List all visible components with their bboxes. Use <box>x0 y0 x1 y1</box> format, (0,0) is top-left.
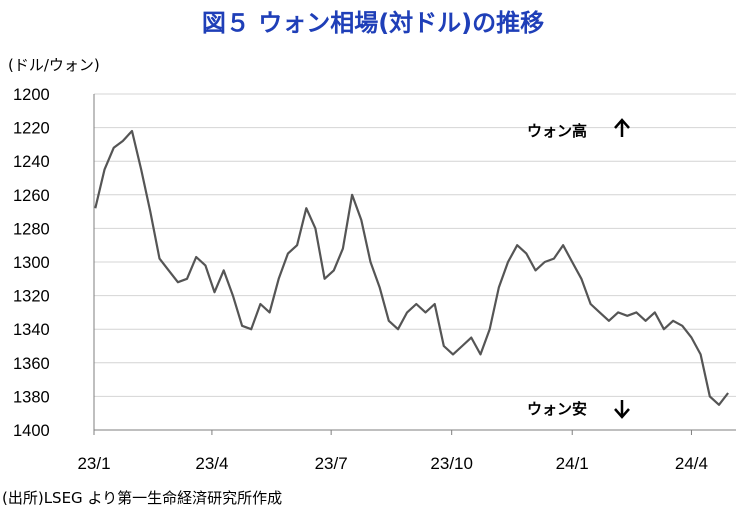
x-tick-label: 24/1 <box>556 454 589 473</box>
x-tick-labels: 23/1 23/4 23/7 23/10 24/1 24/4 <box>77 430 708 473</box>
y-tick-label: 1320 <box>13 288 50 306</box>
source-note: (出所)LSEG より第一生命経済研究所作成 <box>2 489 282 507</box>
x-tick-label: 23/7 <box>315 454 348 473</box>
y-tick-label: 1400 <box>13 422 50 440</box>
annotation-won-depreciation: ウォン安 <box>527 400 587 418</box>
y-tick-label: 1360 <box>13 355 50 373</box>
annotation-won-appreciation: ウォン高 <box>527 122 587 140</box>
y-tick-labels: 1200 1220 1240 1260 1280 1300 1320 1340 1360 1380… <box>13 86 50 440</box>
x-tick-label: 23/4 <box>195 454 228 473</box>
x-tick-label: 24/4 <box>675 454 708 473</box>
chart-title: 図５ ウォン相場(対ドル)の推移 <box>202 9 544 37</box>
y-tick-label: 1220 <box>13 120 50 138</box>
arrow-down-icon <box>614 400 630 419</box>
x-tick-label: 23/1 <box>77 454 110 473</box>
series-line-krw-usd <box>94 129 729 406</box>
y-tick-label: 1200 <box>13 86 50 104</box>
y-tick-label: 1260 <box>13 187 50 205</box>
y-tick-label: 1280 <box>13 220 50 238</box>
gridlines <box>94 93 736 397</box>
arrow-up-icon <box>614 118 630 137</box>
unit-label: (ドル/ウォン) <box>8 56 100 74</box>
y-tick-label: 1380 <box>13 388 50 406</box>
y-tick-label: 1300 <box>13 254 50 272</box>
y-tick-label: 1340 <box>13 321 50 339</box>
x-tick-label: 23/10 <box>430 454 473 473</box>
series-layer <box>94 129 729 406</box>
y-tick-label: 1240 <box>13 153 50 171</box>
